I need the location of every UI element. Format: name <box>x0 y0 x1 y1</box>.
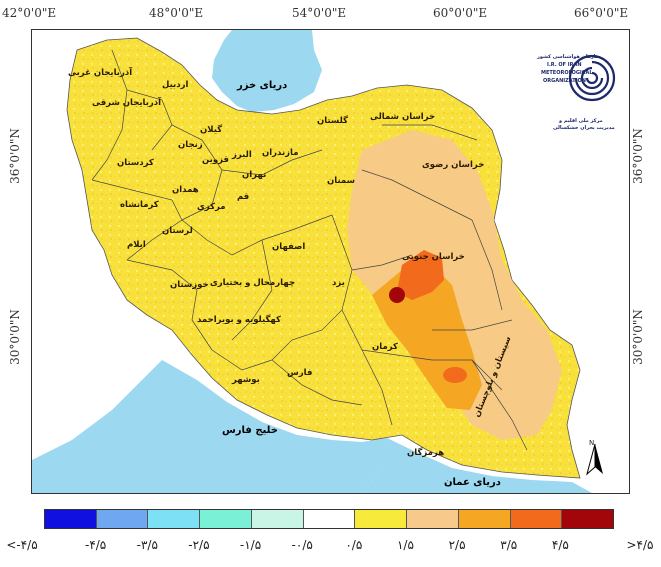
sea-of-oman <box>362 438 592 493</box>
legend-label-9: ۳/۵ <box>500 538 518 552</box>
caspian-sea <box>212 30 322 112</box>
logo-text-meteorological: METEOROLOGICAL <box>541 70 593 76</box>
caspian-label: دریای خزر <box>237 80 288 91</box>
legend-swatch-5 <box>303 510 356 528</box>
legend-swatch-6 <box>355 510 408 528</box>
province-label-isfahan: اصفهان <box>272 242 306 252</box>
province-label-zanjan: زنجان <box>178 140 203 150</box>
province-label-kurdistan: کردستان <box>117 158 154 168</box>
legend-swatch-8 <box>458 510 511 528</box>
province-label-hamedan: همدان <box>172 185 199 195</box>
province-label-golestan: گلستان <box>317 116 348 126</box>
lon-label-60: 60°0'0"E <box>433 6 488 20</box>
legend-label-8: ۲/۵ <box>448 538 466 552</box>
province-label-khuzestan: خوزستان <box>170 280 209 290</box>
legend-swatch-2 <box>148 510 201 528</box>
legend-label-2: -۳/۵ <box>136 538 158 552</box>
logo-text-climate-center: مرکز ملی اقلیم و <box>559 118 603 124</box>
legend-swatch-4 <box>251 510 304 528</box>
province-label-tehran: تهران <box>242 170 267 180</box>
province-label-kohgiluyeh: کهگیلویه و بویراحمد <box>197 315 281 325</box>
province-label-kerman: کرمان <box>372 342 398 352</box>
province-label-east-azerbaijan: آذربایجان شرقی <box>92 98 162 108</box>
map-frame: دریای خزر خلیج فارس دریای عمان آذربایجان… <box>31 29 630 494</box>
province-label-razavi-khorasan: خراسان رضوی <box>422 160 485 170</box>
legend-label-3: -۲/۵ <box>188 538 210 552</box>
legend-swatch-7 <box>407 510 459 528</box>
province-label-kermanshah: کرمانشاه <box>120 200 159 210</box>
legend-label-0: <-۴/۵ <box>6 538 38 552</box>
province-label-qom: قم <box>237 192 250 202</box>
legend-label-10: ۴/۵ <box>551 538 569 552</box>
province-label-lorestan: لرستان <box>162 226 193 236</box>
iran-map <box>32 30 592 493</box>
lat-label-30-left: 30°0'0"N <box>7 309 22 365</box>
lon-label-66: 66°0'0"E <box>574 6 629 20</box>
lon-label-54: 54°0'0"E <box>292 6 347 20</box>
north-letter: N <box>589 439 595 447</box>
legend-swatch-3 <box>200 510 252 528</box>
logo-text-persian: سازمان هواشناسی کشور <box>537 54 601 60</box>
province-borders <box>91 49 528 451</box>
logo-text-drought: مدیریت بحران خشکسالی <box>553 125 615 131</box>
legend-swatch-9 <box>510 510 563 528</box>
legend-labels: <-۴/۵ -۴/۵ -۳/۵ -۲/۵ -۱/۵ -۰/۵ ۰/۵ ۱/۵ ۲/۵ ۳/۵ ۴/۵… <box>0 538 661 558</box>
legend-label-7: ۱/۵ <box>396 538 414 552</box>
lon-label-42: 42°0'0"E <box>2 6 57 20</box>
province-label-bushehr: بوشهر <box>232 375 260 385</box>
province-label-north-khorasan: خراسان شمالی <box>370 112 436 122</box>
legend-label-5: -۰/۵ <box>291 538 313 552</box>
province-label-hormozgan: هرمزگان <box>407 448 445 458</box>
province-label-qazvin: قزوین <box>202 155 229 165</box>
anomaly-kerman <box>443 367 467 383</box>
logo-text-organization: ORGANIZATION <box>543 78 586 84</box>
lat-label-36-right: 36°0'0"N <box>630 128 645 184</box>
province-label-chaharmahal: چهارمحال و بختیاری <box>210 278 296 288</box>
lat-label-36-left: 36°0'0"N <box>7 128 22 184</box>
meteorological-organization-logo: سازمان هواشناسی کشور I.R. OF IRAN METEOR… <box>519 40 619 140</box>
legend-label-11: >۴/۵ <box>626 538 654 552</box>
logo-text-iran: I.R. OF IRAN <box>547 62 582 68</box>
anomaly-zone-east <box>347 130 562 440</box>
legend-label-1: -۴/۵ <box>84 538 107 552</box>
province-label-west-azerbaijan: آذربایجان غربی <box>68 68 133 78</box>
north-arrow-icon <box>586 443 603 476</box>
province-label-semnan: سمنان <box>327 176 355 186</box>
legend-label-6: ۰/۵ <box>345 538 363 552</box>
legend-label-4: -۱/۵ <box>239 538 262 552</box>
color-legend <box>44 509 614 529</box>
province-label-ilam: ایلام <box>127 240 146 250</box>
persian-gulf <box>32 360 397 493</box>
logo-emblem <box>568 54 616 102</box>
province-label-fars: فارس <box>287 368 313 378</box>
oman-sea-label: دریای عمان <box>444 477 501 488</box>
province-label-gilan: گیلان <box>200 125 223 135</box>
legend-swatch-0 <box>45 510 97 528</box>
province-label-ardabil: اردبیل <box>162 80 189 90</box>
province-label-mazandaran: مازندران <box>262 148 299 158</box>
province-label-south-khorasan: خراسان جنوبی <box>402 252 465 262</box>
anomaly-zone-hot <box>397 250 444 300</box>
persian-gulf-label: خلیج فارس <box>222 425 278 436</box>
legend-swatch-10 <box>562 510 614 528</box>
province-label-yazd: یزد <box>332 278 345 288</box>
anomaly-peak <box>389 287 405 303</box>
province-label-markazi: مرکزی <box>197 202 226 212</box>
province-label-alborz: البرز <box>232 150 252 160</box>
lon-label-48: 48°0'0"E <box>149 6 204 20</box>
lat-label-30-right: 30°0'0"N <box>630 309 645 365</box>
legend-swatch-1 <box>96 510 149 528</box>
